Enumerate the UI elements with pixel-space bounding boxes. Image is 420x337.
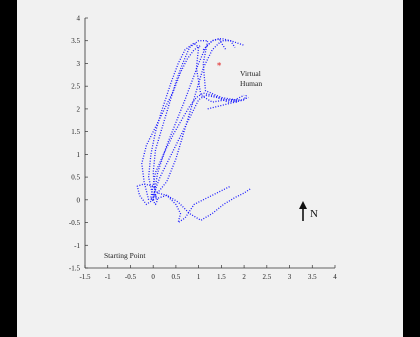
- y-axis-ticks: 4 3.5 3 2.5 2 1.5 1 0.5 0 -0.5 -1 -1.5: [69, 15, 88, 273]
- y-tick-label: 2: [77, 105, 81, 113]
- y-tick-label: 3.5: [71, 37, 80, 45]
- x-tick-label: -0.5: [125, 273, 137, 281]
- x-tick-label: 4: [333, 273, 337, 281]
- y-tick-label: 2.5: [71, 83, 80, 91]
- north-arrowhead-icon: [299, 201, 307, 209]
- trajectory-line-9: [152, 187, 252, 221]
- markers: *: [217, 62, 222, 72]
- y-tick-label: 0.5: [71, 174, 80, 182]
- x-axis-ticks: -1.5 -1 -0.5 0 0.5 1 1.5 2 2.5 3 3.5 4: [79, 265, 337, 281]
- virtual-human-marker-icon: *: [217, 62, 222, 72]
- x-tick-label: 0: [151, 273, 155, 281]
- x-tick-label: 3.5: [308, 273, 317, 281]
- north-label: N: [310, 208, 318, 220]
- figure-canvas: [17, 0, 403, 337]
- trajectory-line-12: [207, 95, 247, 110]
- x-tick-label: 0.5: [172, 273, 181, 281]
- y-tick-label: 1: [77, 151, 81, 159]
- x-tick-label: 1: [197, 273, 201, 281]
- y-tick-label: -1: [74, 242, 80, 250]
- x-tick-label: -1.5: [79, 273, 91, 281]
- x-tick-label: 3: [288, 273, 292, 281]
- y-tick-label: 0: [77, 196, 81, 204]
- x-tick-label: 2.5: [262, 273, 271, 281]
- north-indicator: N: [299, 201, 318, 221]
- starting-point-label: Starting Point: [104, 251, 146, 260]
- y-tick-label: 4: [77, 15, 81, 23]
- y-tick-label: -1.5: [69, 265, 81, 273]
- x-tick-label: 1.5: [217, 273, 226, 281]
- trajectory-line-3: [152, 37, 227, 200]
- virtual-human-label-line2: Human: [240, 79, 262, 88]
- y-tick-label: 3: [77, 60, 81, 68]
- axes: [84, 18, 335, 269]
- trajectory-series: [136, 37, 252, 224]
- annotations: Virtual Human Starting Point: [104, 69, 262, 260]
- trajectory-line-4: [154, 40, 236, 196]
- virtual-human-label-line1: Virtual: [240, 69, 261, 78]
- trajectory-line-8: [136, 183, 231, 224]
- trajectory-line-7: [150, 92, 238, 198]
- trajectory-line-1: [147, 42, 240, 198]
- x-tick-label: -1: [105, 273, 111, 281]
- x-tick-label: 2: [242, 273, 246, 281]
- y-tick-label: 1.5: [71, 128, 80, 136]
- y-tick-label: -0.5: [69, 219, 81, 227]
- trajectory-line-11: [202, 37, 245, 51]
- trajectory-line-5: [141, 44, 202, 200]
